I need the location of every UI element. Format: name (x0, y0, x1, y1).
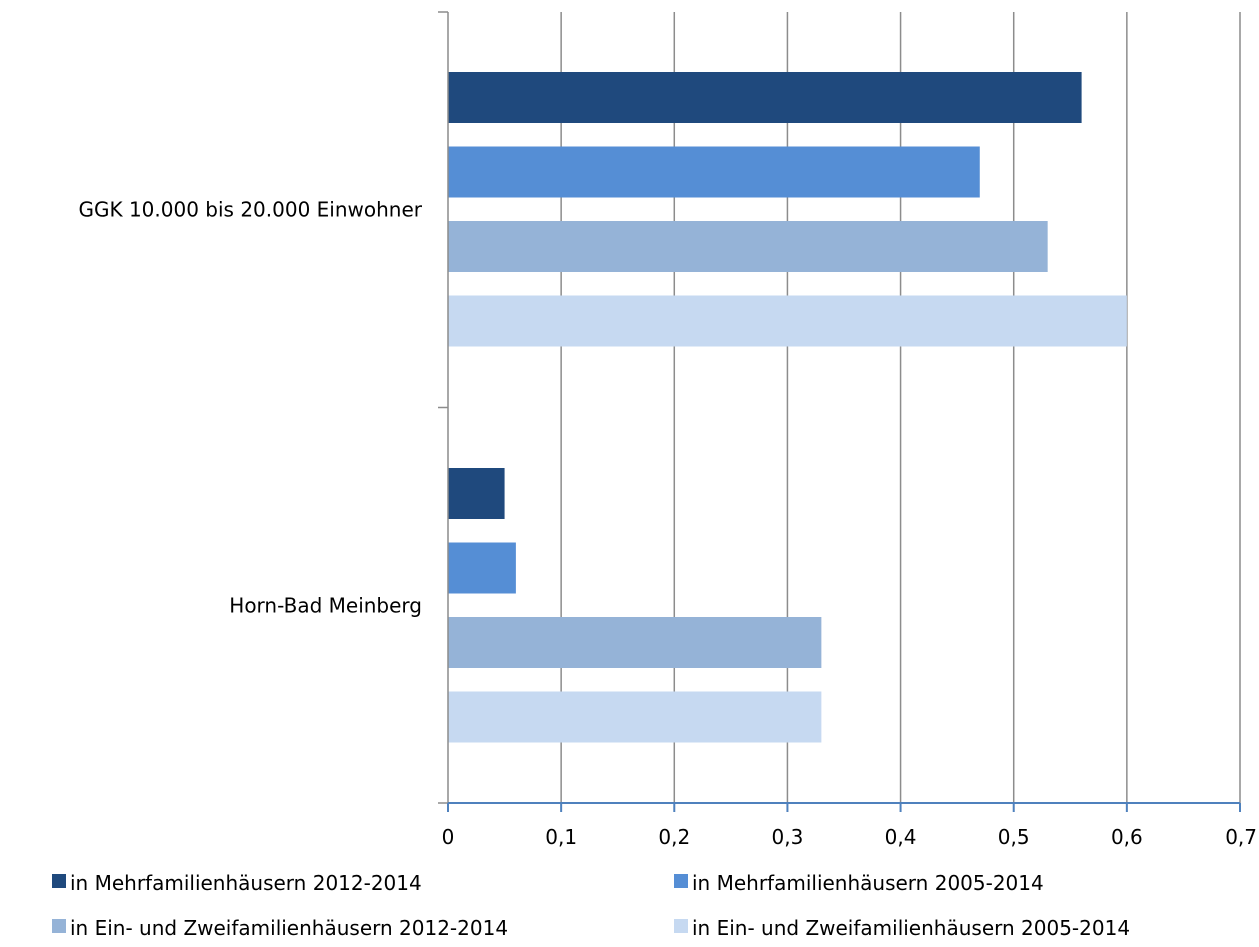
legend-label: in Ein- und Zweifamilienhäusern 2012-201… (70, 916, 508, 940)
bars (448, 72, 1127, 743)
gridlines (560, 12, 1241, 803)
bar (448, 617, 822, 668)
category-label: GGK 10.000 bis 20.000 Einwohner (78, 197, 422, 221)
x-tick-label: 0 (442, 825, 455, 849)
bar (448, 146, 980, 198)
x-tick-label: 0,7 (1225, 825, 1257, 849)
legend-swatch (52, 874, 66, 888)
x-tick-label: 0,6 (1111, 825, 1143, 849)
legend-label: in Mehrfamilienhäusern 2005-2014 (692, 871, 1044, 895)
bar (448, 691, 822, 743)
legend: in Mehrfamilienhäusern 2012-2014 in Mehrf… (52, 871, 1130, 940)
x-tick-label: 0,1 (545, 825, 577, 849)
x-tick-labels: 0 0,1 0,2 0,3 0,4 0,5 0,6 0,7 (442, 825, 1257, 849)
axes (438, 11, 1241, 812)
x-tick-label: 0,3 (772, 825, 804, 849)
legend-label: in Mehrfamilienhäusern 2012-2014 (70, 871, 422, 895)
x-tick-label: 0,5 (998, 825, 1030, 849)
bar (448, 221, 1048, 272)
bar (448, 295, 1127, 347)
legend-swatch (674, 874, 688, 888)
bar (448, 72, 1082, 123)
category-label: Horn-Bad Meinberg (229, 593, 422, 617)
bar (448, 542, 516, 594)
legend-label: in Ein- und Zweifamilienhäusern 2005-201… (692, 916, 1130, 940)
legend-swatch (674, 919, 688, 933)
bar (448, 468, 505, 519)
x-tick-label: 0,4 (885, 825, 917, 849)
category-labels: GGK 10.000 bis 20.000 Einwohner Horn-Bad … (78, 197, 422, 617)
legend-swatch (52, 919, 66, 933)
x-tick-label: 0,2 (658, 825, 690, 849)
